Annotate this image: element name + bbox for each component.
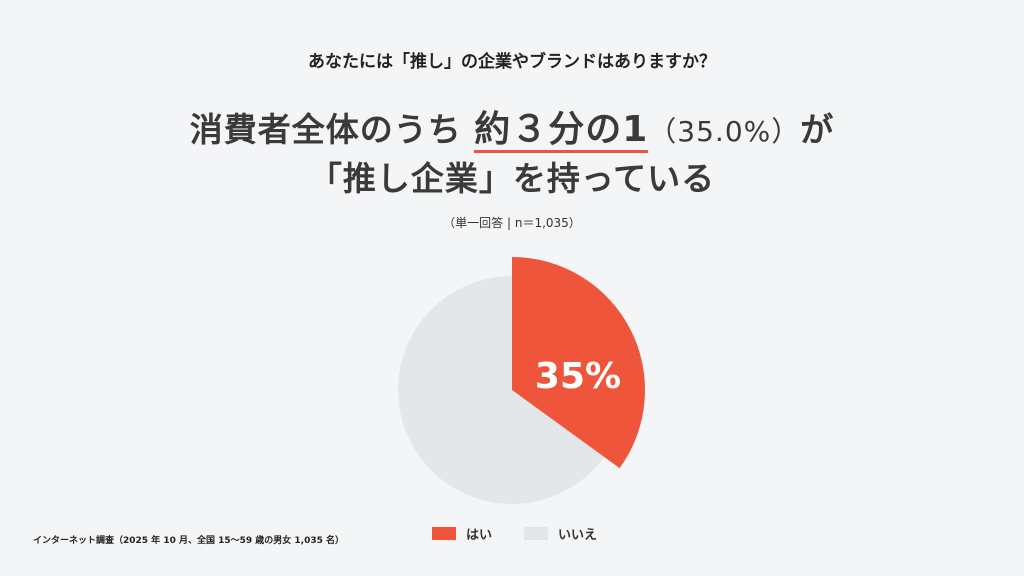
legend-item-0: はい: [432, 524, 492, 543]
headline-post: が: [800, 110, 835, 149]
legend: はい いいえ: [432, 524, 629, 543]
headline-paren: （35.0%）: [648, 115, 801, 148]
headline-emphasis: 約３分の1: [474, 109, 649, 153]
headline-line1: 消費者全体のうち 約３分の1（35.0%）が: [0, 100, 1024, 153]
legend-label: いいえ: [558, 528, 598, 543]
legend-item-1: いいえ: [524, 524, 597, 543]
slice-data-label: 35%: [535, 356, 621, 397]
headline-pre: 消費者全体のうち: [189, 110, 462, 149]
legend-swatch: [524, 527, 549, 540]
footnote: インターネット調査（2025 年 10 月、全国 15〜59 歳の男女 1,03…: [33, 536, 345, 546]
pie-slice-0: [512, 257, 645, 469]
headline-line2: 「推し企業」を持っている: [308, 159, 716, 198]
legend-swatch: [432, 527, 456, 540]
chart-subtitle: （単一回答 | n＝1,035）: [443, 216, 581, 230]
survey-question: あなたには「推し」の企業やブランドはありますか？: [308, 52, 716, 72]
pie-slice-1: [398, 276, 605, 505]
legend-label: はい: [466, 528, 493, 543]
